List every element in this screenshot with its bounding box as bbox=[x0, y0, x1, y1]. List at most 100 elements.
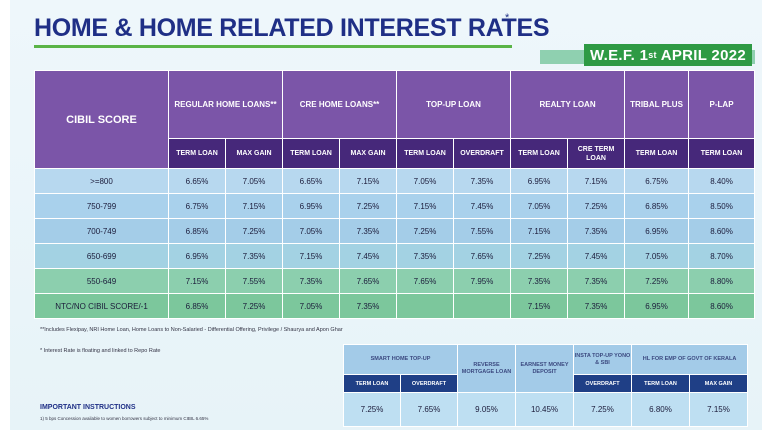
footnote-floating: * Interest Rate is floating and linked t… bbox=[40, 348, 161, 354]
table-row: 750-799 6.75% 7.15% 6.95% 7.25% 7.15% 7.45% 7.0… bbox=[34, 193, 756, 219]
rate-cell bbox=[453, 293, 512, 319]
title-footnote-mark: * bbox=[505, 12, 510, 24]
rate-cell: 7.25% bbox=[567, 193, 626, 219]
cibil-range-cell: 750-799 bbox=[34, 193, 169, 219]
rate-cell: 7.25% bbox=[396, 218, 455, 244]
table-row: NTC/NO CIBIL SCORE/-1 6.85% 7.25% 7.05% 7.35… bbox=[34, 293, 756, 319]
rate-cell: 8.70% bbox=[688, 243, 756, 269]
product-header-reverse-mortgage-loan: REVERSE MORTGAGE LOAN bbox=[457, 344, 517, 393]
rate-cell: 7.15% bbox=[510, 293, 569, 319]
rate-cell: 7.35% bbox=[567, 293, 626, 319]
subheader-term-loan: TERM LOAN bbox=[396, 138, 455, 169]
rate-cell: 7.35% bbox=[339, 293, 398, 319]
rate-cell: 6.85% bbox=[624, 193, 690, 219]
rate-cell: 7.65% bbox=[453, 243, 512, 269]
rate-cell: 6.95% bbox=[624, 293, 690, 319]
product-rate-cell: 6.80% bbox=[631, 392, 691, 427]
product-rate-cell: 7.65% bbox=[399, 392, 459, 427]
rate-cell: 7.05% bbox=[510, 193, 569, 219]
group-header-realty-loan: REALTY LOAN bbox=[510, 70, 626, 139]
product-rate-cell: 10.45% bbox=[515, 392, 575, 427]
rate-cell: 7.55% bbox=[453, 218, 512, 244]
rate-cell: 6.95% bbox=[168, 243, 226, 269]
other-products-table: SMART HOME TOP-UP REVERSE MORTGAGE LOAN EA… bbox=[342, 344, 749, 427]
instructions-title: IMPORTANT INSTRUCTIONS bbox=[40, 404, 136, 411]
rate-cell: 6.75% bbox=[168, 193, 226, 219]
product-header-smart-home-top-up: SMART HOME TOP-UP bbox=[342, 344, 459, 375]
footnote-products: **Includes Flexipay, NRI Home Loan, Home… bbox=[40, 327, 343, 333]
product-subheader-max-gain: MAX GAIN bbox=[689, 374, 749, 393]
cibil-range-cell: 650-699 bbox=[34, 243, 169, 269]
product-rate-cell: 9.05% bbox=[457, 392, 517, 427]
rate-cell: 6.95% bbox=[282, 193, 341, 219]
rate-cell: 7.35% bbox=[510, 268, 569, 294]
subheader-term-loan: TERM LOAN bbox=[282, 138, 341, 169]
subheader-max-gain: MAX GAIN bbox=[224, 138, 284, 169]
rate-cell: 7.35% bbox=[567, 268, 626, 294]
rate-cell: 7.05% bbox=[224, 168, 284, 194]
rate-cell: 7.95% bbox=[453, 268, 512, 294]
rate-cell: 8.80% bbox=[688, 268, 756, 294]
group-header-p-lap: P-LAP bbox=[688, 70, 756, 139]
rate-cell: 6.85% bbox=[168, 293, 226, 319]
cibil-range-cell: >=800 bbox=[34, 168, 169, 194]
product-subheader-term-loan: TERM LOAN bbox=[631, 374, 691, 393]
rate-cell: 7.15% bbox=[567, 168, 626, 194]
rate-cell: 7.35% bbox=[282, 268, 341, 294]
rate-cell: 8.60% bbox=[688, 293, 756, 319]
rate-cell: 7.55% bbox=[224, 268, 284, 294]
subheader-term-loan: TERM LOAN bbox=[168, 138, 226, 169]
product-subheader-overdraft: OVERDRAFT bbox=[573, 374, 633, 393]
rate-cell: 8.60% bbox=[688, 218, 756, 244]
rate-cell: 7.05% bbox=[624, 243, 690, 269]
rate-cell: 7.15% bbox=[339, 168, 398, 194]
rate-cell: 7.35% bbox=[567, 218, 626, 244]
table-row: 550-649 7.15% 7.55% 7.35% 7.65% 7.65% 7.95% 7.3… bbox=[34, 268, 756, 294]
rate-cell: 6.95% bbox=[510, 168, 569, 194]
rate-cell: 7.35% bbox=[224, 243, 284, 269]
wef-suffix: st bbox=[648, 50, 657, 60]
cibil-score-header: CIBIL SCORE bbox=[34, 70, 169, 169]
rate-cell: 7.45% bbox=[453, 193, 512, 219]
rate-cell: 7.45% bbox=[339, 243, 398, 269]
subheader-term-loan: TERM LOAN bbox=[624, 138, 690, 169]
group-header-cre-home-loans: CRE HOME LOANS** bbox=[282, 70, 398, 139]
subheader-overdraft: OVERDRAFT bbox=[453, 138, 512, 169]
rate-cell: 7.15% bbox=[168, 268, 226, 294]
rate-cell: 7.65% bbox=[396, 268, 455, 294]
rate-cell: 6.65% bbox=[168, 168, 226, 194]
product-rate-cell: 7.15% bbox=[689, 392, 749, 427]
rate-cell: 7.45% bbox=[567, 243, 626, 269]
group-header-top-up-loan: TOP-UP LOAN bbox=[396, 70, 512, 139]
group-header-tribal-plus: TRIBAL PLUS bbox=[624, 70, 690, 139]
rate-cell: 7.05% bbox=[396, 168, 455, 194]
rate-cell: 6.65% bbox=[282, 168, 341, 194]
subheader-term-loan: TERM LOAN bbox=[688, 138, 756, 169]
subheader-cre-term-loan: CRE TERM LOAN bbox=[567, 138, 626, 169]
subheader-max-gain: MAX GAIN bbox=[339, 138, 398, 169]
rate-cell: 6.75% bbox=[624, 168, 690, 194]
subheader-term-loan: TERM LOAN bbox=[510, 138, 569, 169]
rate-cell: 6.95% bbox=[624, 218, 690, 244]
product-header-insta-top-up-yono-sbi: INSTA TOP-UP YONO & SBI bbox=[573, 344, 633, 375]
rate-cell: 7.25% bbox=[224, 293, 284, 319]
rate-cell: 7.25% bbox=[224, 218, 284, 244]
page-title: HOME & HOME RELATED INTEREST RATES bbox=[34, 14, 550, 42]
title-underline bbox=[34, 45, 512, 48]
rate-cell: 7.15% bbox=[282, 243, 341, 269]
product-subheader-overdraft: OVERDRAFT bbox=[399, 374, 459, 393]
rate-cell: 7.35% bbox=[453, 168, 512, 194]
table-row: >=800 6.65% 7.05% 6.65% 7.15% 7.05% 7.35% 6.95%… bbox=[34, 168, 756, 194]
rate-cell: 7.15% bbox=[224, 193, 284, 219]
rate-cell: 7.15% bbox=[510, 218, 569, 244]
cibil-range-cell: 700-749 bbox=[34, 218, 169, 244]
cibil-range-cell: 550-649 bbox=[34, 268, 169, 294]
table-row: 650-699 6.95% 7.35% 7.15% 7.45% 7.35% 7.65% 7.2… bbox=[34, 243, 756, 269]
product-rate-cell: 7.25% bbox=[343, 392, 401, 427]
rate-cell: 7.25% bbox=[510, 243, 569, 269]
product-header-hl-for-emp-of-govt-of-kerala: HL FOR EMP OF GOVT OF KERALA bbox=[631, 344, 749, 375]
rate-cell: 7.05% bbox=[282, 218, 341, 244]
product-subheader-term-loan: TERM LOAN bbox=[343, 374, 401, 393]
wef-rest: APRIL 2022 bbox=[656, 46, 747, 64]
